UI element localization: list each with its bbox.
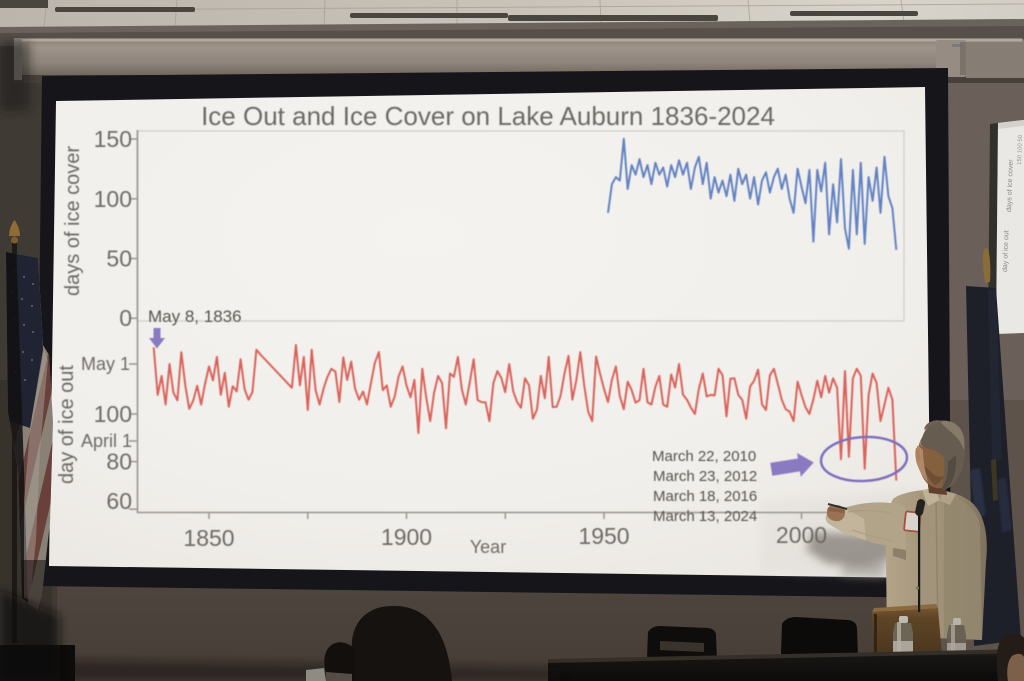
svg-text:April 1: April 1 — [81, 431, 132, 451]
svg-text:March 18, 2016: March 18, 2016 — [653, 488, 757, 505]
svg-text:March 13, 2024: March 13, 2024 — [653, 508, 757, 525]
svg-text:1950: 1950 — [578, 523, 629, 549]
svg-text:80: 80 — [106, 449, 132, 475]
svg-text:March 23, 2012: March 23, 2012 — [653, 468, 757, 485]
svg-text:days of ice cover: days of ice cover — [62, 146, 84, 296]
svg-text:Ice Out and Ice Cover on Lake: Ice Out and Ice Cover on Lake Auburn 183… — [201, 101, 775, 131]
svg-text:150: 150 — [94, 126, 132, 152]
svg-text:100: 100 — [94, 186, 132, 212]
svg-text:day of ice out: day of ice out — [1002, 230, 1010, 272]
svg-text:May 1: May 1 — [81, 354, 130, 374]
svg-text:0: 0 — [119, 305, 132, 331]
svg-text:May 8, 1836: May 8, 1836 — [148, 307, 242, 326]
svg-text:1850: 1850 — [183, 525, 234, 551]
svg-text:150 100 50: 150 100 50 — [1017, 134, 1024, 165]
svg-text:1900: 1900 — [381, 524, 432, 550]
svg-text:60: 60 — [106, 488, 132, 514]
svg-text:Year: Year — [470, 537, 506, 557]
svg-text:March 22, 2010: March 22, 2010 — [652, 448, 756, 465]
svg-text:days of ice cover: days of ice cover — [1006, 159, 1015, 212]
svg-text:100: 100 — [94, 401, 132, 427]
svg-text:day of ice out: day of ice out — [56, 365, 78, 484]
svg-text:50: 50 — [106, 246, 132, 272]
